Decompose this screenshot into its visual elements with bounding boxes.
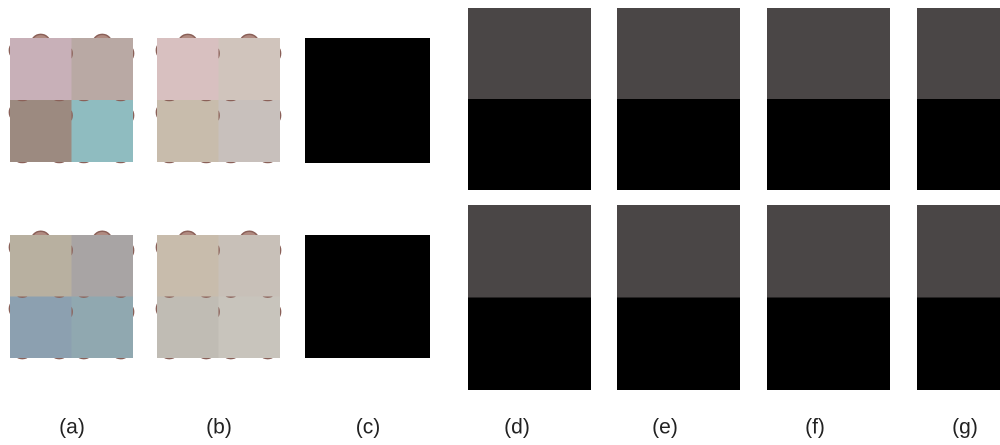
panel-label: (b) [206,416,232,439]
image-tile [157,297,219,359]
panel-label: (d) [504,416,530,439]
image-tile [72,38,134,100]
overlay-image [917,8,1000,99]
overlay-image [468,205,591,298]
overlay-image [767,8,890,99]
segmented-image [767,99,890,190]
segmented-image [917,99,1000,190]
panel-label: (c) [356,416,381,439]
image-tile [219,38,281,100]
segmented-image [917,298,1000,391]
image-tile [10,235,72,297]
segmented-image [617,99,740,190]
image-tile [219,235,281,297]
image-tile [72,297,134,359]
overlay-image [468,8,591,99]
image-tile [10,38,72,100]
image-tile [10,297,72,359]
image-tile [72,235,134,297]
mask-image [305,235,430,358]
panel-label: (f) [805,416,825,439]
segmented-image [617,298,740,391]
panel-label: (g) [952,416,978,439]
segmented-image [468,99,591,190]
image-tile [72,100,134,162]
image-tile [219,297,281,359]
image-tile [157,235,219,297]
overlay-image [617,205,740,298]
figure: (a) (b) (c) (d) (e) (f) (g) [0,0,1000,445]
overlay-image [767,205,890,298]
image-tile [157,38,219,100]
overlay-image [917,205,1000,298]
image-tile [10,100,72,162]
image-tile [219,100,281,162]
segmented-image [767,298,890,391]
image-tile [157,100,219,162]
panel-label: (e) [652,416,678,439]
mask-image [305,38,430,163]
overlay-image [617,8,740,99]
segmented-image [468,298,591,391]
panel-label: (a) [59,416,85,439]
